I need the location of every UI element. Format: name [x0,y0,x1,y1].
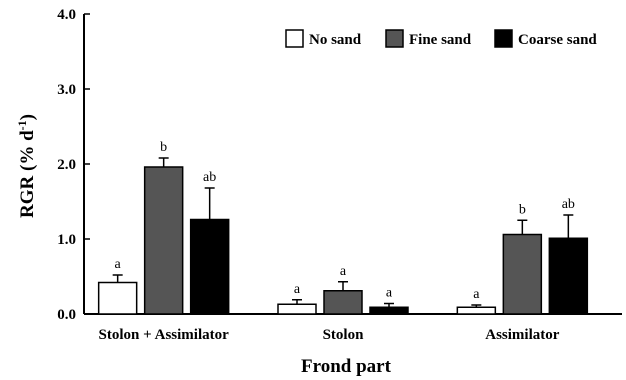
significance-label: b [160,140,167,155]
significance-label: a [340,264,347,279]
y-axis-title: RGR (% d-1) [15,114,38,218]
bar-no-sand [97,281,138,315]
bar-no-sand [277,303,317,315]
significance-label: ab [562,197,575,212]
significance-label: b [519,202,526,217]
x-axis-title: Frond part [301,356,392,377]
x-category-label: Assimilator [485,327,560,343]
y-tick-label: 4.0 [57,7,76,23]
y-axis-ticks: 0.0 1.0 2.0 3.0 4.0 [57,7,90,323]
bar-coarse-sand [369,306,409,315]
legend-swatch [494,29,513,48]
y-tick-label: 0.0 [57,307,76,323]
significance-label: a [294,282,301,297]
legend-label: No sand [309,32,362,48]
significance-label: a [115,257,122,272]
legend-label: Coarse sand [518,32,597,48]
significance-label: a [473,287,480,302]
bar-coarse-sand [548,237,589,315]
legend-swatch [285,29,304,48]
x-category-label: Stolon [323,327,365,343]
legend-swatch [385,29,404,48]
bar-coarse-sand [189,218,230,315]
significance-label: ab [203,170,216,185]
y-axis-title-superscript: -1 [15,120,29,130]
x-category-label: Stolon + Assimilator [99,327,230,343]
y-tick-label: 3.0 [57,82,76,98]
y-tick-label: 1.0 [57,232,76,248]
legend: No sand Fine sand Coarse sand [285,29,597,48]
x-axis-categories: Stolon + Assimilator Stolon Assimilator [99,327,560,343]
y-tick-label: 2.0 [57,157,76,173]
significance-label: a [386,286,393,301]
bar-no-sand [456,306,497,315]
bar-fine-sand [323,290,363,315]
bar-fine-sand [143,166,184,315]
bar-fine-sand [502,233,543,315]
legend-label: Fine sand [409,32,472,48]
y-axis-title-close: ) [17,114,38,120]
y-axis-title-main: RGR (% d [17,130,38,218]
